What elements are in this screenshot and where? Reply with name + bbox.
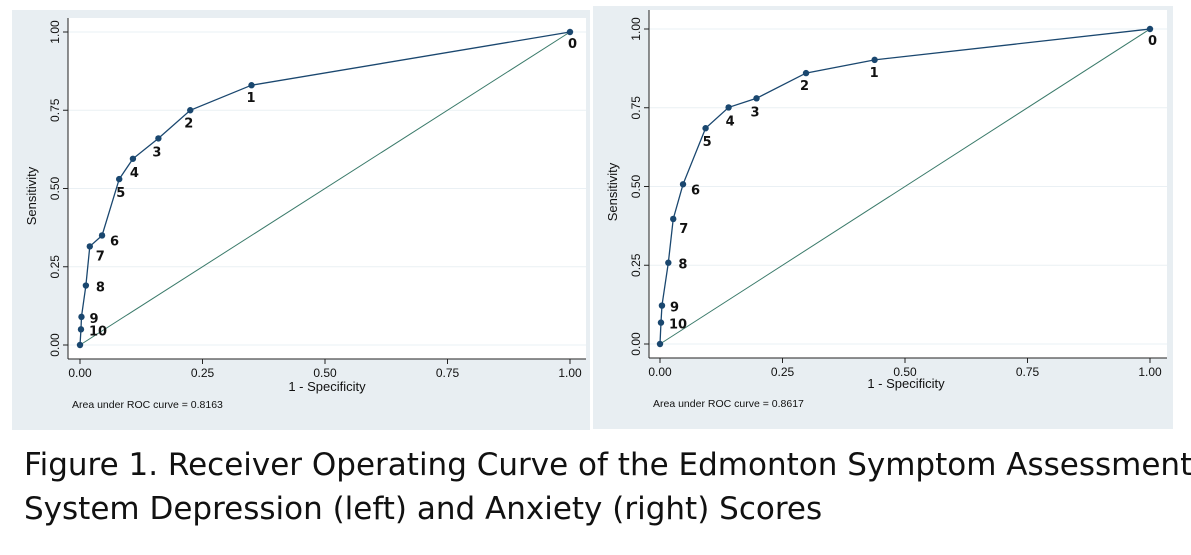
y-tick-label: 0.00: [629, 332, 643, 356]
roc-point: [665, 259, 672, 266]
roc-point: [871, 56, 878, 64]
point-label: 6: [110, 234, 119, 249]
point-label: 3: [152, 145, 161, 160]
point-label: 5: [703, 135, 712, 150]
roc-point: [725, 104, 732, 111]
y-axis-title: Sensitivity: [605, 162, 620, 221]
roc-point: [78, 313, 85, 321]
roc-point: [702, 125, 709, 132]
y-tick-label: 1.00: [629, 17, 643, 41]
roc-point: [77, 326, 85, 333]
point-label: 0: [1148, 34, 1157, 49]
roc-point: [187, 107, 194, 114]
roc-point: [658, 302, 666, 309]
x-tick-label: 0.25: [191, 366, 215, 380]
figure-caption: Figure 1. Receiver Operating Curve of th…: [24, 443, 1191, 531]
point-label: 4: [130, 166, 139, 181]
auc-annotation: Area under ROC curve = 0.8617: [653, 398, 804, 410]
point-label: 1: [247, 91, 256, 106]
y-tick-label: 0.50: [629, 174, 643, 198]
point-label: 9: [670, 301, 679, 316]
point-label: 7: [679, 222, 688, 237]
depression-roc-chart: 0.00 0.25 0.50 0.75 1.00 0.00 0.25 0.50 0.75 1.00…: [24, 18, 586, 411]
x-axis-title: 1 - Specificity: [867, 376, 945, 391]
x-tick-label: 0.50: [893, 365, 917, 379]
roc-point: [566, 28, 574, 36]
point-label: 3: [751, 105, 760, 120]
y-tick-label: 0.50: [48, 176, 62, 200]
roc-point: [129, 155, 137, 162]
roc-point: [82, 282, 90, 289]
point-label: 5: [116, 186, 125, 201]
x-tick-label: 0.00: [648, 365, 672, 379]
point-label: 7: [96, 249, 105, 264]
y-tick-label: 0.00: [48, 333, 62, 357]
point-label: 2: [184, 116, 193, 131]
roc-point: [670, 215, 677, 223]
x-tick-label: 0.00: [68, 366, 92, 380]
x-tick-label: 0.50: [313, 366, 337, 380]
roc-point: [155, 135, 162, 142]
y-tick-label: 0.75: [629, 96, 643, 120]
roc-point: [76, 341, 84, 349]
caption-line-1: Figure 1. Receiver Operating Curve of th…: [24, 447, 1191, 483]
roc-point: [1146, 25, 1154, 33]
point-label: 2: [800, 79, 809, 94]
x-tick-label: 0.75: [436, 366, 460, 380]
point-label: 8: [96, 281, 105, 296]
roc-point: [657, 319, 665, 326]
auc-annotation: Area under ROC curve = 0.8163: [72, 399, 223, 411]
point-label: 10: [669, 318, 687, 333]
roc-point: [98, 232, 106, 239]
y-axis-title: Sensitivity: [24, 166, 39, 225]
anxiety-roc-chart: 0.00 0.25 0.50 0.75 1.00 0.00 0.25 0.50 0.75 1.00…: [605, 10, 1167, 410]
roc-point: [86, 243, 94, 250]
roc-point: [116, 175, 123, 183]
point-label: 8: [678, 258, 687, 273]
point-label: 6: [691, 183, 700, 198]
x-axis-title: 1 - Specificity: [288, 379, 366, 394]
x-tick-label: 0.25: [771, 365, 795, 379]
point-label: 0: [568, 37, 577, 52]
reference-line: [79, 31, 571, 346]
roc-point: [679, 181, 687, 188]
point-label: 4: [726, 114, 735, 129]
caption-line-2: System Depression (left) and Anxiety (ri…: [24, 491, 823, 527]
roc-point: [248, 82, 255, 89]
point-label: 10: [89, 324, 107, 339]
left-chart-panel: 0.00 0.25 0.50 0.75 1.00 0.00 0.25 0.50 0.75 1.00…: [12, 10, 590, 430]
roc-point: [656, 340, 664, 348]
y-tick-label: 0.75: [48, 98, 62, 122]
roc-point: [753, 95, 760, 102]
roc-point: [802, 69, 810, 77]
right-chart-panel: 0.00 0.25 0.50 0.75 1.00 0.00 0.25 0.50 0.75 1.00…: [593, 6, 1173, 429]
x-tick-label: 1.00: [558, 366, 582, 380]
point-label: 1: [870, 66, 879, 81]
point-label: 9: [89, 312, 98, 327]
y-tick-label: 0.25: [629, 253, 643, 277]
y-tick-label: 0.25: [48, 255, 62, 279]
y-tick-label: 1.00: [48, 20, 62, 44]
reference-line: [659, 28, 1151, 345]
x-tick-label: 0.75: [1016, 365, 1040, 379]
x-tick-label: 1.00: [1138, 365, 1162, 379]
